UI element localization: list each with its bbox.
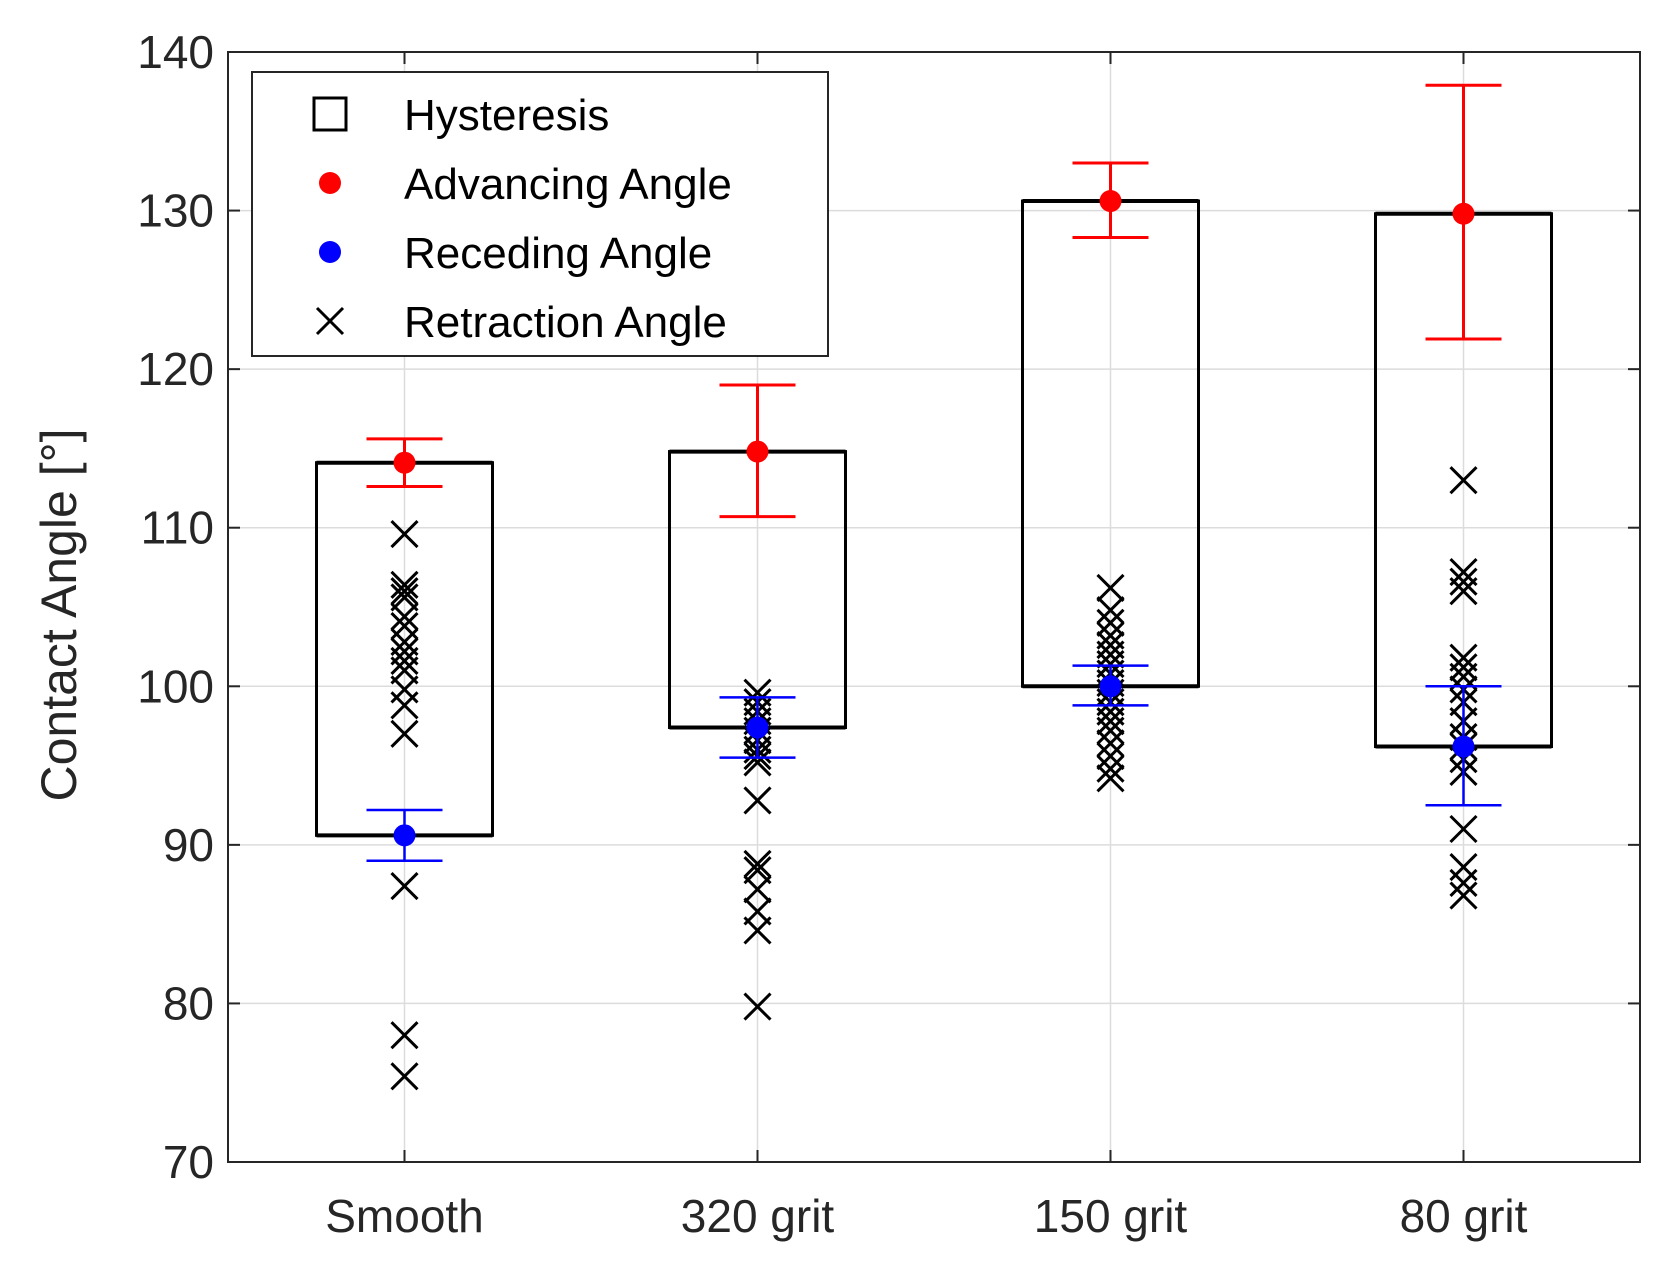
retraction-marker	[1449, 814, 1478, 844]
legend-label: Retraction Angle	[404, 298, 727, 347]
advancing-point	[746, 440, 769, 463]
advancing-point	[393, 451, 416, 474]
error-bars	[366, 83, 1502, 862]
receding-point	[1452, 735, 1475, 758]
retraction-marker	[1096, 573, 1125, 603]
retraction-marker	[1096, 764, 1125, 793]
legend-entry-receding: Receding Angle	[319, 229, 712, 278]
retraction-marker	[1096, 608, 1125, 637]
retraction-marker	[390, 577, 419, 606]
retraction-markers	[390, 466, 1478, 1091]
receding-errorbar	[366, 808, 443, 862]
legend: Hysteresis Advancing Angle Receding Angle R…	[251, 71, 829, 357]
receding-errorbar	[1072, 664, 1149, 707]
x-tick-label: 320 grit	[681, 1190, 835, 1242]
y-axis-label: Contact Angle [°]	[31, 429, 87, 802]
retraction-marker	[743, 748, 772, 777]
receding-errorbar	[1425, 685, 1502, 807]
legend-square-icon	[312, 96, 348, 132]
retraction-marker	[743, 992, 772, 1021]
receding-errorbar	[719, 696, 796, 759]
legend-entry-hysteresis: Hysteresis	[312, 91, 609, 140]
retraction-marker	[1449, 466, 1478, 495]
retraction-marker	[1096, 729, 1125, 758]
y-tick-label: 70	[163, 1136, 214, 1188]
advancing-errorbar	[1425, 83, 1502, 341]
advancing-point	[1099, 190, 1122, 213]
retraction-marker	[390, 570, 419, 599]
x-tick-label: 80 grit	[1400, 1190, 1528, 1242]
retraction-marker	[743, 916, 772, 945]
retraction-marker	[390, 519, 419, 549]
y-tick-label: 100	[137, 660, 214, 712]
advancing-point	[1452, 202, 1475, 225]
retraction-marker	[390, 602, 419, 631]
legend-box	[251, 71, 829, 357]
retraction-marker	[743, 786, 772, 815]
retraction-marker	[743, 849, 772, 878]
x-tick-label: Smooth	[325, 1190, 484, 1242]
y-tick-label: 130	[137, 185, 214, 237]
x-tick-label: 150 grit	[1034, 1190, 1188, 1242]
legend-dot-icon	[319, 172, 341, 194]
legend-label: Receding Angle	[404, 229, 712, 278]
y-tick-label: 110	[141, 502, 214, 554]
retraction-marker	[390, 1021, 419, 1050]
receding-point	[746, 716, 769, 739]
retraction-marker	[1449, 653, 1478, 682]
retraction-marker	[1096, 754, 1125, 783]
y-tick-label: 120	[137, 343, 214, 395]
legend-dot-icon	[319, 241, 341, 263]
legend-entry-retraction: Retraction Angle	[315, 298, 727, 347]
retraction-marker	[390, 1062, 419, 1091]
advancing-errorbar	[366, 437, 443, 488]
advancing-errorbar	[1072, 161, 1149, 240]
retraction-marker	[1449, 567, 1478, 596]
retraction-marker	[743, 875, 772, 904]
retraction-marker	[1096, 596, 1125, 625]
retraction-marker	[1449, 577, 1478, 606]
legend-x-icon	[315, 306, 345, 336]
retraction-marker	[390, 872, 419, 901]
y-tick-label: 80	[163, 977, 214, 1029]
y-tick-label: 90	[163, 819, 214, 871]
retraction-marker	[1096, 741, 1125, 771]
axes: 70 80 90 100 110 120 130 140 Smooth 320 grit 150 g…	[137, 26, 1641, 1242]
retraction-marker	[1096, 716, 1125, 745]
legend-entry-advancing: Advancing Angle	[319, 160, 732, 209]
retraction-marker	[390, 691, 419, 720]
plot-frame	[227, 51, 1641, 1163]
legend-label: Advancing Angle	[404, 160, 732, 209]
retraction-marker	[390, 719, 419, 748]
retraction-marker	[1449, 881, 1478, 910]
legend-label: Hysteresis	[404, 91, 609, 140]
retraction-marker	[1096, 707, 1125, 736]
receding-point	[1099, 675, 1122, 698]
y-tick-label: 140	[137, 26, 214, 78]
advancing-errorbar	[719, 383, 796, 519]
receding-point	[393, 824, 416, 847]
retraction-marker	[390, 646, 419, 675]
retraction-marker	[1449, 868, 1478, 897]
